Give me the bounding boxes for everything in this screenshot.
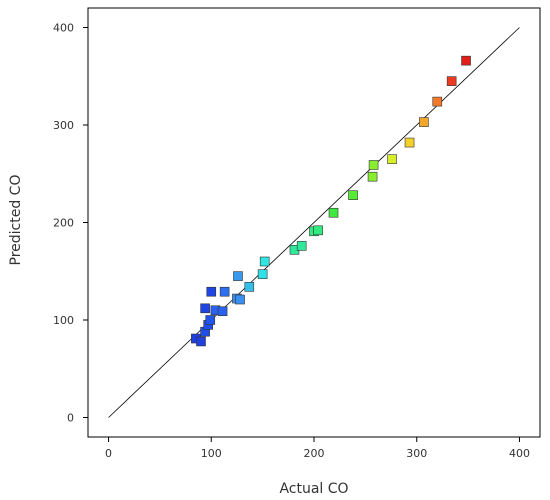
data-point (257, 269, 268, 279)
x-axis-tick-labels: 0 100 200 300 400 (105, 447, 530, 460)
data-point (419, 117, 429, 127)
data-point (219, 286, 230, 297)
data-point (387, 154, 397, 164)
y-axis-title: Predicted CO (8, 175, 24, 266)
x-tick-label: 100 (201, 447, 222, 460)
data-point (313, 225, 323, 236)
y-axis-tick-labels: 0 100 200 300 400 (53, 22, 74, 425)
y-tick-label: 0 (67, 412, 74, 425)
y-tick-label: 100 (53, 314, 74, 327)
data-point (296, 241, 307, 251)
data-point (432, 96, 443, 107)
data-point (233, 271, 243, 281)
data-point (217, 306, 228, 317)
x-axis-ticks (108, 437, 520, 442)
data-point (200, 303, 210, 314)
x-axis-title: Actual CO (279, 481, 348, 497)
data-point (205, 315, 216, 325)
data-point (244, 282, 255, 292)
y-tick-label: 400 (53, 22, 74, 35)
data-point (348, 190, 358, 200)
y-tick-label: 200 (53, 217, 74, 230)
reference-line-y-equals-x (108, 27, 520, 418)
data-points (191, 55, 471, 347)
x-tick-label: 0 (105, 447, 112, 460)
y-tick-label: 300 (53, 119, 74, 132)
data-point (404, 137, 415, 148)
data-point (196, 336, 206, 347)
data-point (368, 160, 379, 170)
data-point (461, 55, 471, 66)
y-axis-ticks (83, 27, 88, 418)
data-point (206, 286, 217, 297)
data-point (259, 256, 270, 267)
x-tick-label: 300 (406, 447, 427, 460)
data-point (235, 294, 245, 305)
x-tick-label: 200 (304, 447, 325, 460)
x-tick-label: 400 (509, 447, 530, 460)
data-point (328, 207, 339, 218)
data-point (446, 76, 457, 86)
data-point (367, 171, 378, 182)
